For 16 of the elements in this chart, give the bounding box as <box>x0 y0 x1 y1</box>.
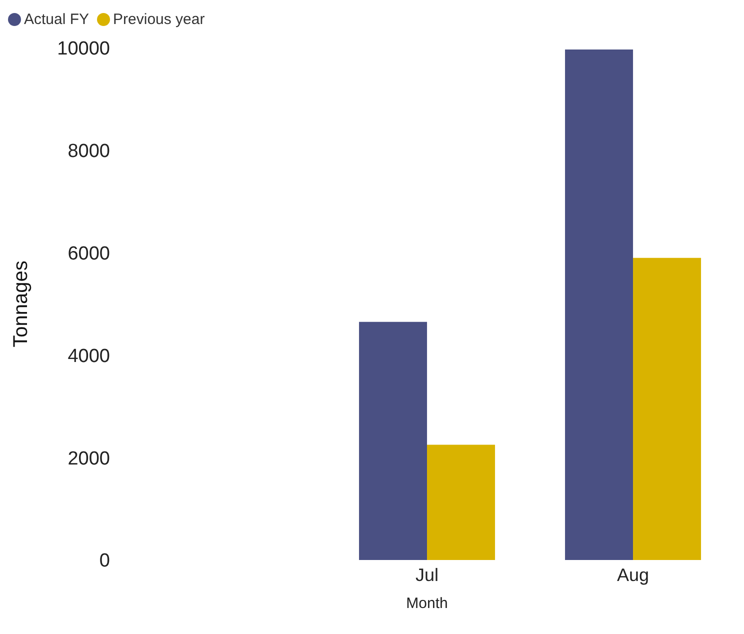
legend-label: Previous year <box>112 10 205 28</box>
y-tick-label: 2000 <box>68 448 110 470</box>
bar <box>427 444 496 560</box>
bar <box>633 258 702 560</box>
bar <box>359 322 428 560</box>
x-tick-label: Jul <box>415 564 439 585</box>
legend-label: Actual FY <box>23 10 90 28</box>
y-axis-title: Tonnages <box>10 260 32 348</box>
y-tick-label: 10000 <box>57 38 110 60</box>
x-axis-title: Month <box>406 595 448 612</box>
y-tick-label: 8000 <box>68 141 110 162</box>
x-tick-label: Aug <box>616 564 650 585</box>
y-tick-label: 4000 <box>68 346 110 367</box>
bar <box>565 50 634 560</box>
y-tick-label: 6000 <box>68 244 110 265</box>
y-tick-label: 0 <box>99 550 110 572</box>
